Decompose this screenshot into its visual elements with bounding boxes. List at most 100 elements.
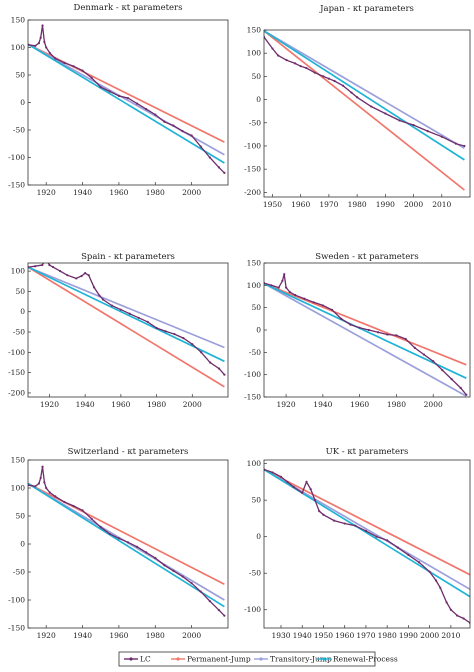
lc-point [434,579,438,582]
lc-point [277,286,280,289]
lc-point [358,326,361,329]
lc-point [191,343,194,346]
lc-point [279,475,283,478]
series-transitory-jump [28,266,225,349]
lc-point [432,360,435,363]
series-renewal-process [28,266,225,363]
lc-point [301,491,304,494]
y-tick-label: -150 [244,165,261,174]
lc-point [450,378,453,381]
lc-point [413,346,416,349]
lc-point [285,59,288,62]
lc-point [281,279,284,282]
x-tick-label: 2000 [182,631,201,640]
lc-point [364,529,368,532]
lc-point [81,509,84,512]
lc-point [99,526,102,529]
lc-point [81,69,84,72]
lc-point [208,600,211,603]
x-tick-label: 1980 [387,400,406,409]
x-tick-label: 1970 [356,631,375,640]
lc-point [407,553,410,557]
lc-point [72,65,75,68]
lc-point [45,258,47,260]
lc-point [340,317,343,320]
legend-marker [259,657,263,661]
lc-point [135,545,139,548]
x-tick-label: 1960 [291,200,310,209]
series-renewal-process [264,30,465,161]
y-tick-label: -100 [244,141,261,150]
lc-point [465,393,468,396]
panel-title: Spain - κt parameters [81,252,175,262]
y-tick-label: 0 [256,532,261,541]
panel-5: Switzerland - κt parameters 1920 1940 1960 1… [8,447,229,640]
x-tick-label: 1940 [76,400,95,409]
x-tick-label: 1990 [376,200,395,209]
series-lc [28,466,225,617]
lc-point [54,495,57,498]
legend-box [118,651,376,667]
lc-point [303,297,306,300]
y-tick-label: 100 [247,459,262,468]
y-tick-label: 50 [15,512,25,521]
lc-point [293,62,297,65]
x-tick-label: 1960 [335,631,354,640]
lc-point [75,277,78,280]
lc-point [404,337,407,341]
lc-point [39,476,42,480]
lc-point [84,272,87,275]
series-lc [264,36,465,147]
series-permanent-jump [28,266,225,388]
lc-point [462,617,465,620]
y-tick-label: 150 [247,259,262,268]
legend-item-permanent-jump: Permanent-Jump [171,655,251,664]
y-tick-label: -100 [8,348,25,357]
lc-point [164,330,167,333]
lc-point [87,274,90,277]
lc-point [34,44,37,47]
x-tick-label: 2000 [420,631,439,640]
y-tick-label: 100 [11,43,26,52]
lc-point [110,304,114,307]
series-permanent-jump [264,30,465,191]
series-lc [264,274,467,396]
lc-point [286,480,289,484]
x-tick-label: 1990 [399,631,418,640]
lc-point [449,608,452,611]
lc-point [333,79,336,83]
lc-point [126,97,130,100]
x-tick-label: 1940 [73,631,92,640]
lc-point [223,614,226,617]
x-tick-label: 1940 [73,188,92,197]
plot-frame [27,262,229,398]
lc-point [155,326,158,330]
lc-point [98,294,101,297]
lc-point [367,328,370,332]
y-tick-label: 100 [247,281,262,290]
lc-point [299,65,302,68]
lc-point [182,337,185,340]
lc-point [426,130,429,133]
lc-point [43,40,46,44]
lc-point [117,94,121,97]
lc-point [271,471,274,474]
lc-point [117,537,121,540]
lc-point [72,504,75,508]
lc-point [92,286,96,289]
lc-point [384,112,387,115]
lc-point [101,298,105,301]
lc-point [428,570,431,573]
plot-frame [263,459,471,629]
lc-point [376,331,380,334]
lc-point [305,480,308,484]
lc-point [322,75,325,78]
lc-point [200,351,203,354]
y-tick-label: 50 [15,71,25,80]
lc-point [43,481,46,484]
lc-point [80,274,83,278]
lc-point [283,273,286,276]
lc-point [217,166,221,169]
series-permanent-jump [28,482,225,586]
